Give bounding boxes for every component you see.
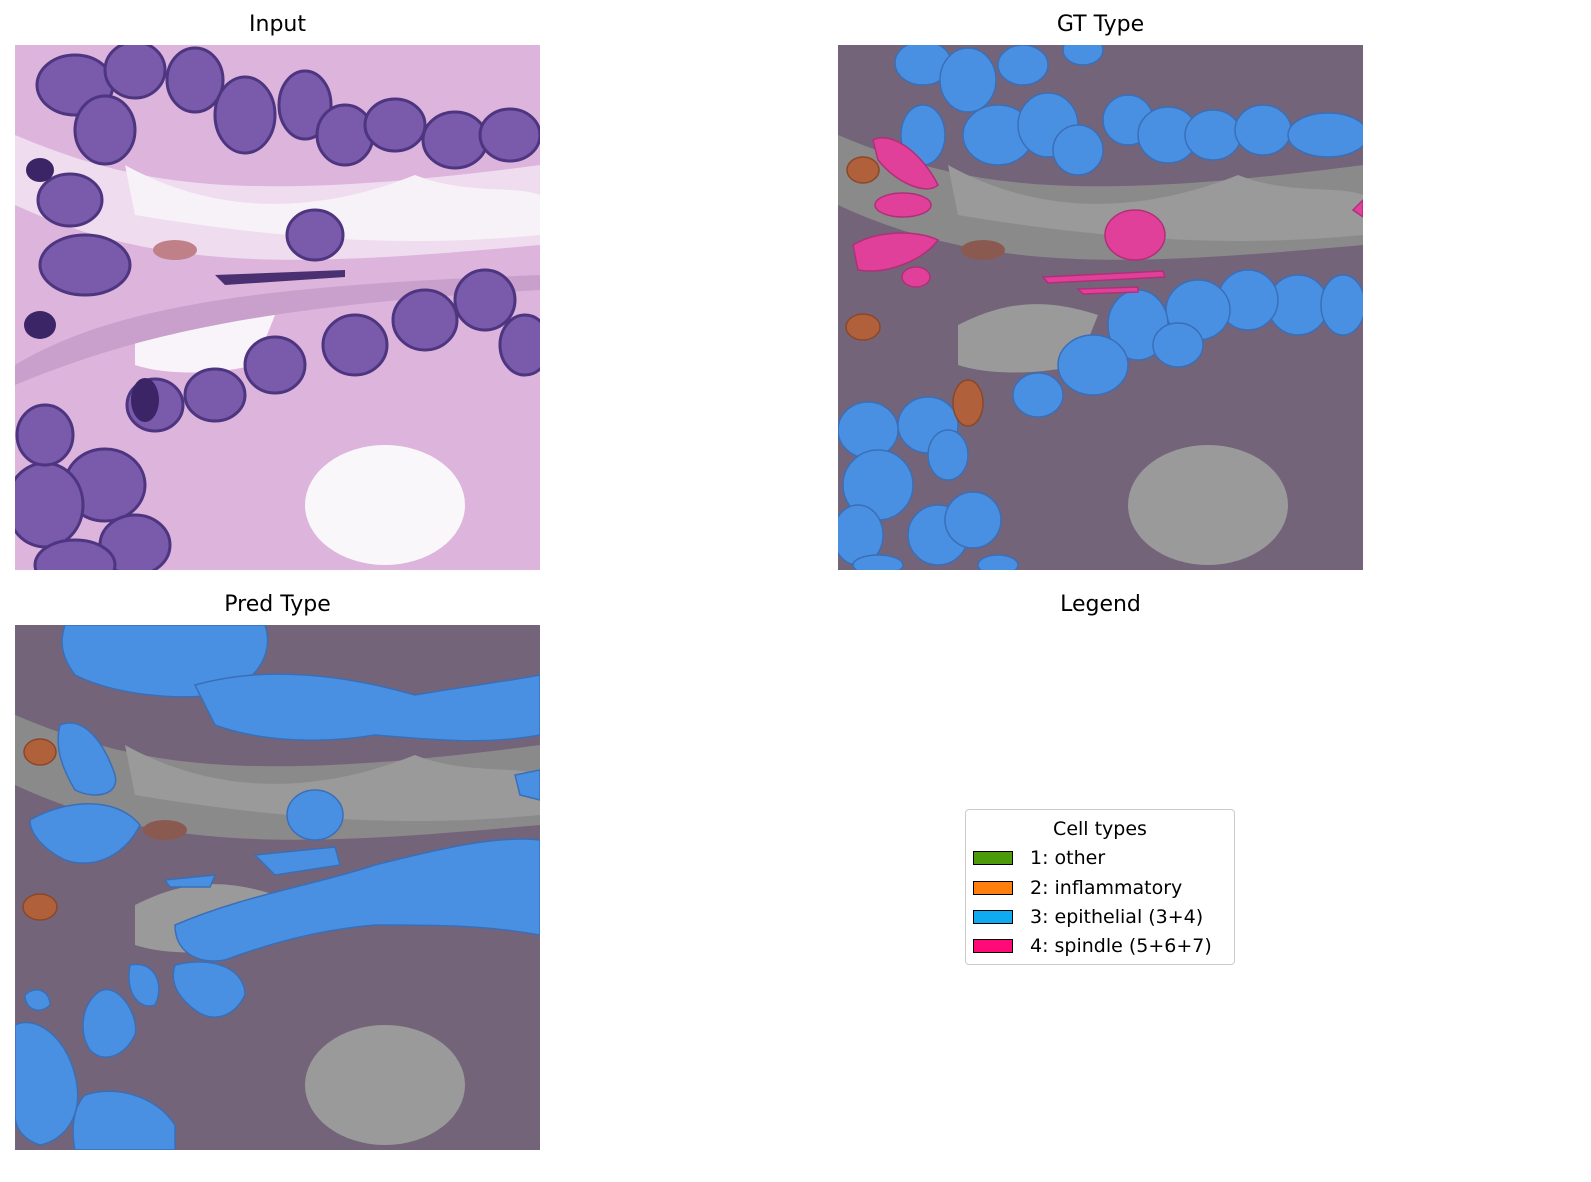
legend-swatch-other <box>973 851 1013 865</box>
pred-type-title: Pred Type <box>224 592 331 617</box>
input-image <box>15 45 540 570</box>
legend-swatch-epithelial <box>973 910 1013 924</box>
gt-type-title: GT Type <box>1056 12 1145 37</box>
legend-label-inflammatory: 2: inflammatory <box>1030 877 1183 899</box>
legend-swatch-spindle <box>973 939 1013 953</box>
legend-item-spindle: 4: spindle (5+6+7) <box>973 934 1212 958</box>
legend-label-spindle: 4: spindle (5+6+7) <box>1030 935 1212 957</box>
legend-title: Legend <box>1060 592 1141 617</box>
legend-swatch-inflammatory <box>973 881 1013 895</box>
legend-label-other: 1: other <box>1030 847 1106 869</box>
legend-label-epithelial: 3: epithelial (3+4) <box>1030 906 1204 928</box>
input-title: Input <box>249 12 306 37</box>
cell-types-legend: Cell types 1: other 2: inflammatory 3: e… <box>965 809 1235 965</box>
pred-type-image <box>15 625 540 1150</box>
legend-item-epithelial: 3: epithelial (3+4) <box>973 905 1203 929</box>
legend-item-inflammatory: 2: inflammatory <box>973 876 1182 900</box>
gt-type-image <box>838 45 1363 570</box>
legend-item-other: 1: other <box>973 846 1105 870</box>
legend-box-title: Cell types <box>1053 818 1147 840</box>
